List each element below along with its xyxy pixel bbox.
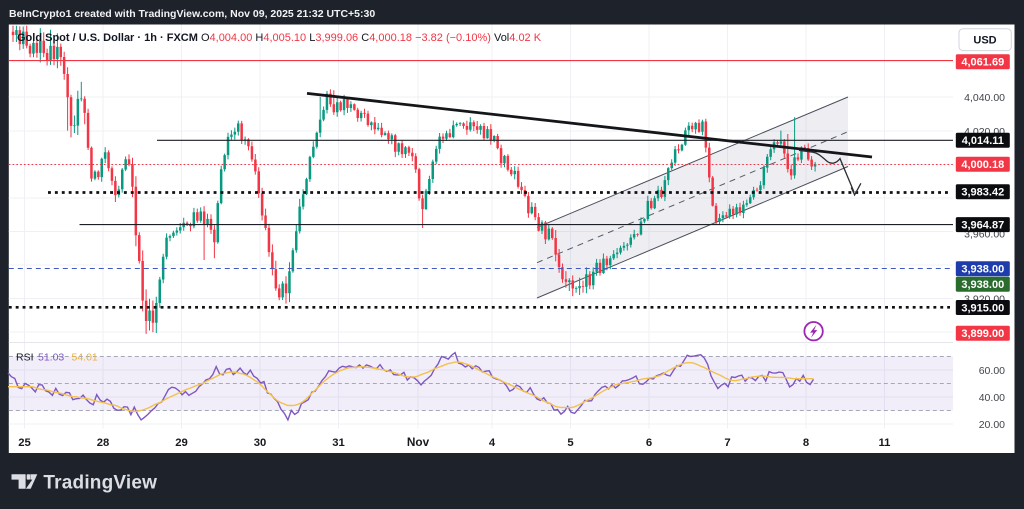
svg-text:3,938.00: 3,938.00 xyxy=(961,264,1004,276)
svg-text:4,061.69: 4,061.69 xyxy=(961,57,1004,69)
svg-text:6: 6 xyxy=(646,437,652,449)
svg-text:3,983.42: 3,983.42 xyxy=(961,187,1004,199)
svg-text:20.00: 20.00 xyxy=(979,419,1005,431)
svg-text:40.00: 40.00 xyxy=(979,392,1005,404)
svg-text:3,938.00: 3,938.00 xyxy=(961,279,1004,291)
svg-text:11: 11 xyxy=(879,437,891,449)
svg-text:4,000.18: 4,000.18 xyxy=(961,159,1004,171)
svg-text:60.00: 60.00 xyxy=(979,365,1005,377)
svg-text:USD: USD xyxy=(973,35,996,47)
svg-text:25: 25 xyxy=(18,437,31,449)
svg-text:Gold Spot / U.S. Dollar · 1h ·: Gold Spot / U.S. Dollar · 1h · FXCM O4,0… xyxy=(17,32,542,44)
svg-text:Nov: Nov xyxy=(407,435,430,449)
svg-text:3,964.87: 3,964.87 xyxy=(961,220,1004,232)
svg-text:31: 31 xyxy=(332,437,345,449)
svg-text:28: 28 xyxy=(97,437,110,449)
svg-text:3,915.00: 3,915.00 xyxy=(961,302,1004,314)
svg-text:TradingView: TradingView xyxy=(43,473,157,494)
svg-text:BeInCrypto1 created with Tradi: BeInCrypto1 created with TradingView.com… xyxy=(9,8,375,20)
svg-text:4,040.00: 4,040.00 xyxy=(964,92,1005,104)
svg-text:5: 5 xyxy=(567,437,573,449)
svg-text:7: 7 xyxy=(724,437,730,449)
svg-text:4: 4 xyxy=(489,437,496,449)
svg-text:4,014.11: 4,014.11 xyxy=(962,135,1004,147)
svg-text:8: 8 xyxy=(803,437,809,449)
svg-text:3,899.00: 3,899.00 xyxy=(961,328,1004,340)
svg-text:29: 29 xyxy=(175,437,188,449)
svg-text:30: 30 xyxy=(254,437,267,449)
